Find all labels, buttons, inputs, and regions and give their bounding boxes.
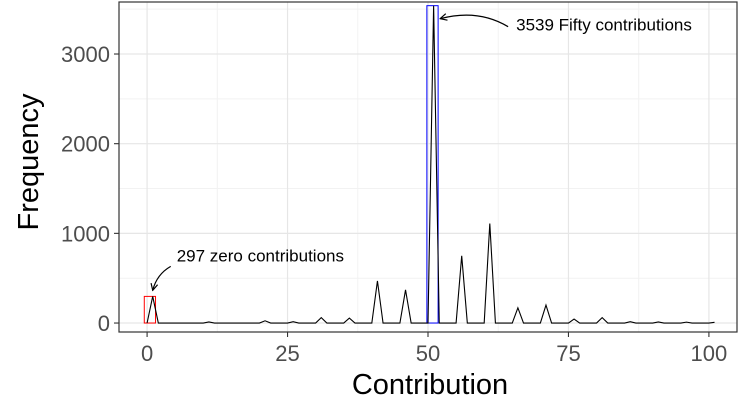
y-tick-label: 3000 bbox=[61, 42, 110, 67]
x-tick-label: 100 bbox=[691, 341, 728, 366]
x-axis-title: Contribution bbox=[352, 369, 508, 401]
annotation-label-fifty: 3539 Fifty contributions bbox=[516, 16, 692, 35]
x-tick-label: 75 bbox=[556, 341, 580, 366]
annotation-arrow-fifty bbox=[440, 15, 509, 28]
x-tick-label: 50 bbox=[416, 341, 440, 366]
annotation-arrow-zero bbox=[153, 265, 172, 290]
x-tick-label: 0 bbox=[141, 341, 153, 366]
y-tick-label: 2000 bbox=[61, 132, 110, 157]
y-tick-label: 0 bbox=[98, 311, 110, 336]
highlight-box-2 bbox=[426, 5, 439, 324]
annotations: 297 zero contributions 3539 Fifty contrib… bbox=[153, 15, 692, 290]
x-tick-label: 25 bbox=[275, 341, 299, 366]
series-layer bbox=[146, 5, 715, 324]
y-axis-title: Frequency bbox=[13, 93, 45, 231]
series-line bbox=[146, 5, 715, 324]
annotation-label-zero: 297 zero contributions bbox=[177, 246, 344, 265]
y-tick-label: 1000 bbox=[61, 221, 110, 246]
